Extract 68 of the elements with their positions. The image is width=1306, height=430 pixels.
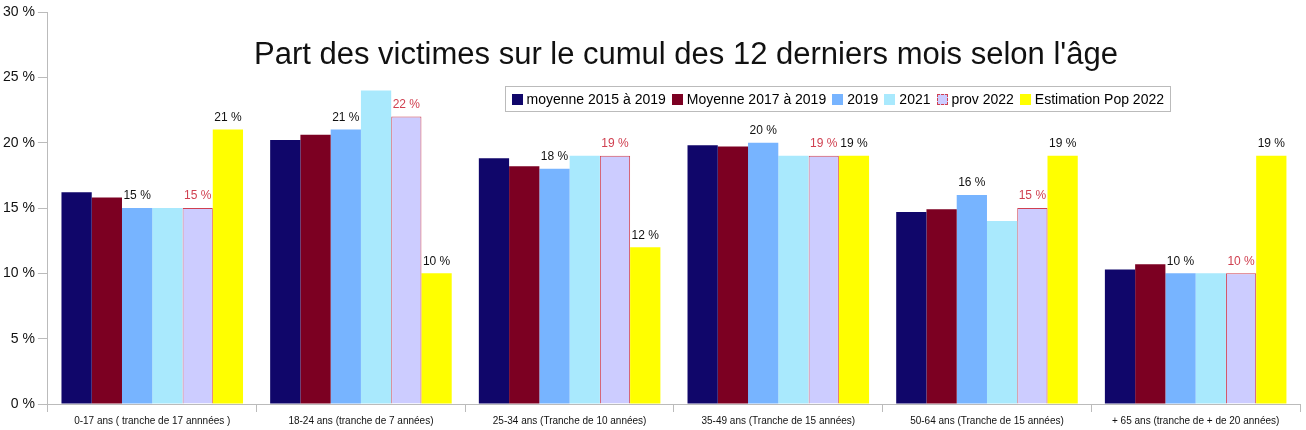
data-label: 19 % [1048,136,1077,151]
text: Part des victimes sur le cumul des 12 derniers mois selon l'âge [253,36,1119,72]
bar [509,166,540,404]
bar [778,155,809,404]
data-label: 21 % [214,109,242,124]
data-label: 19 % [840,136,868,151]
y-tick-label: 20 % [2,133,35,150]
legend-label: 2019 [847,91,879,107]
y-tick-label: 10 % [2,264,35,281]
y-tick-label: 5 % [10,329,35,346]
bar [956,194,987,404]
bar [270,140,301,404]
bar [121,208,153,404]
bar [330,129,361,404]
data-label: 16 % [958,175,986,190]
x-tick-label: 35-49 ans (Tranche de 15 années) [701,414,856,426]
data-label: 10 % [422,253,451,268]
y-tick-label: 15 % [2,198,35,215]
data-label: 21 % [332,109,360,124]
bar [539,168,570,404]
data-label: 15 % [183,188,212,203]
bar [360,90,392,404]
data-label: 12 % [631,227,660,242]
bar [212,129,244,404]
data-label: 18 % [540,149,569,164]
data-label: 15 % [1018,188,1047,203]
legend-label: Estimation Pop 2022 [1034,91,1164,107]
data-label: 20 % [749,122,778,137]
data-label: 19 % [601,136,629,151]
y-tick-label: 25 % [2,68,35,85]
legend-label: Moyenne 2017 à 2019 [686,91,827,107]
bar [838,155,870,404]
data-label: 22 % [392,96,421,111]
bar [421,273,452,404]
bar [61,192,92,404]
bar [896,211,927,404]
legend-label: moyenne 2015 à 2019 [526,91,666,107]
bar [569,155,600,404]
bar [687,145,718,404]
bar [1104,269,1136,404]
data-label: 10 % [1227,253,1256,268]
bar [926,209,957,404]
bar [1256,155,1287,404]
data-label: 15 % [123,188,152,203]
x-tick-label: + 65 ans (tranche de + de 20 années) [1111,414,1280,426]
y-tick-label: 0 % [10,394,35,411]
legend-label: 2021 [899,91,931,107]
bar [1195,273,1226,404]
bar [91,197,122,404]
legend-label: prov 2022 [951,91,1014,107]
bar [152,208,183,404]
data-label: 19 % [810,136,838,151]
bar [1135,264,1166,404]
bar [478,158,510,404]
x-tick-label: 18-24 ans (tranche de 7 années) [288,414,434,426]
x-tick-label: 50-64 ans (Tranche de 15 années) [910,414,1064,426]
bar [630,247,661,404]
x-tick-label: 25-34 ans (Tranche de 10 années) [492,414,647,426]
bar [748,142,779,404]
data-label: 10 % [1166,253,1195,268]
bar [986,221,1018,404]
y-tick-label: 30 % [2,2,35,19]
data-label: 19 % [1257,136,1286,151]
bar [717,146,749,404]
x-tick-label: 0-17 ans ( tranche de 17 annnées ) [74,414,231,426]
bar [1047,155,1078,404]
bar [1165,273,1196,404]
bar [300,134,331,404]
